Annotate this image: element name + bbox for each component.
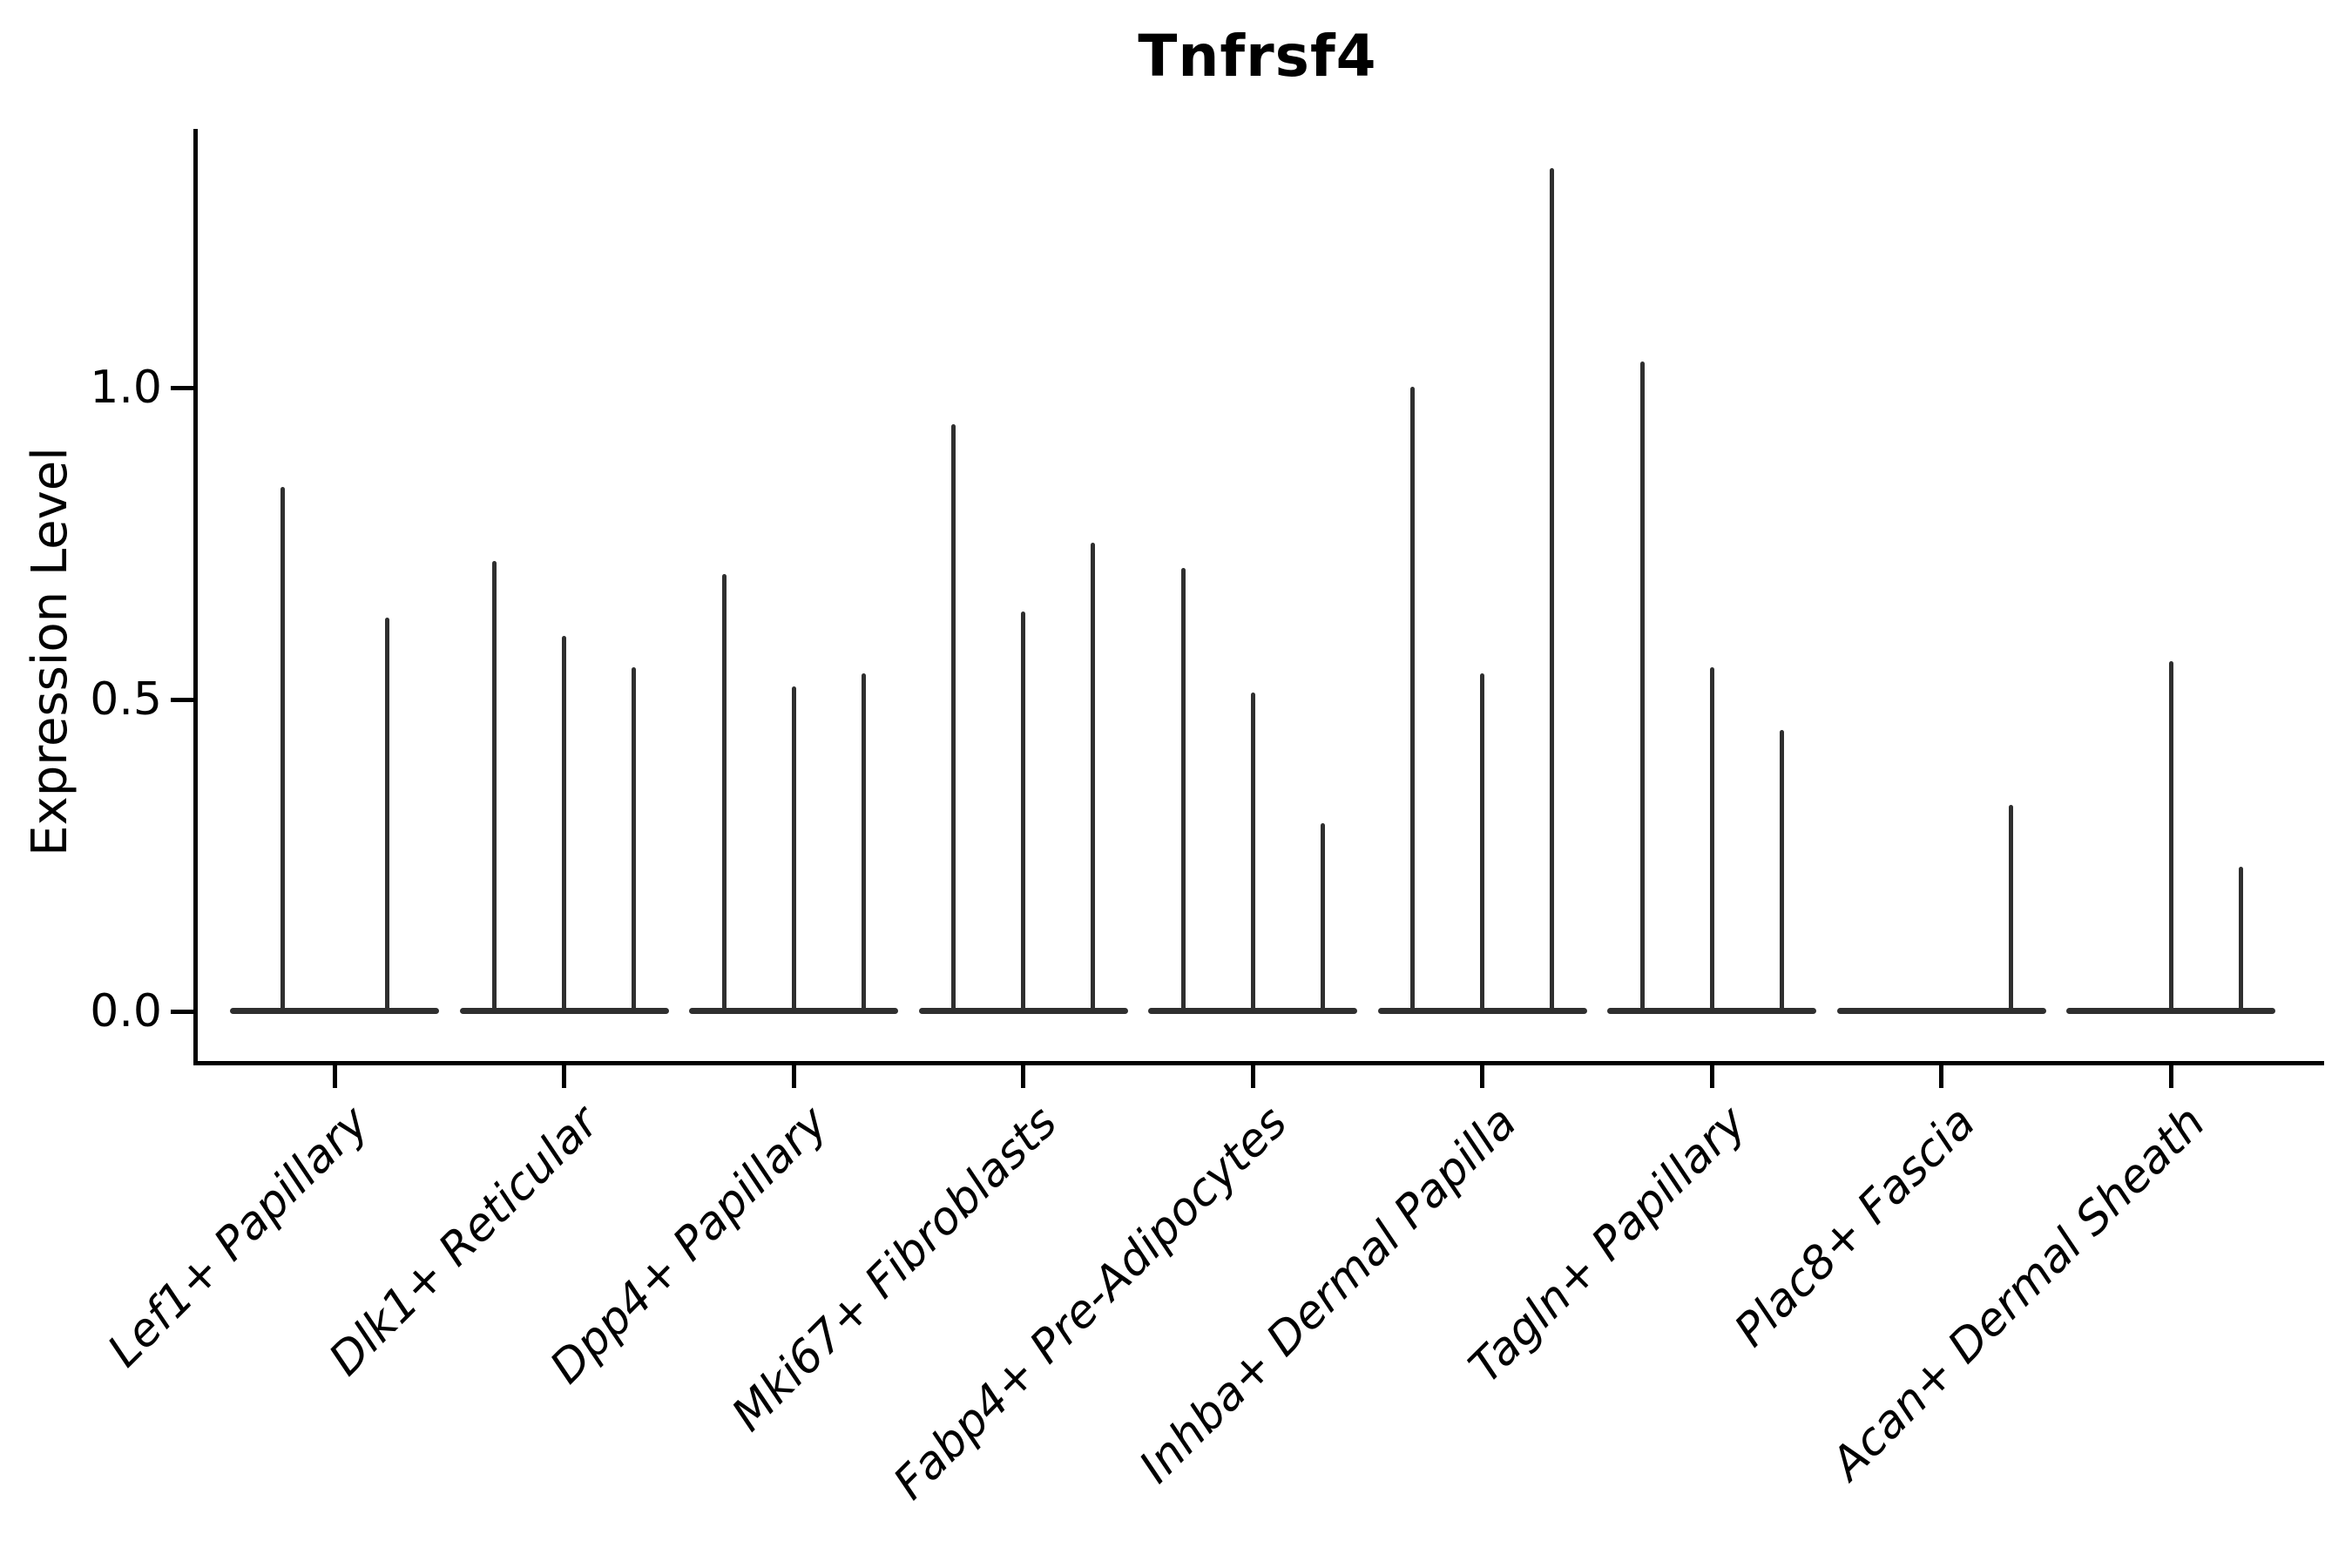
x-tick-mark [1709,1065,1714,1088]
x-tick-mark [1021,1065,1025,1088]
x-tick-mark [2168,1065,2173,1088]
violin-spike [492,561,497,1013]
y-axis-spine [193,129,198,1065]
violin-spike [1480,673,1484,1013]
x-tick-mark [1250,1065,1255,1088]
y-tick-label: 0.0 [90,985,162,1037]
y-axis-label: Expression Level [22,447,78,856]
x-tick-mark [791,1065,796,1088]
x-tick-mark [1939,1065,1943,1088]
y-tick-label: 1.0 [90,362,162,414]
violin-spike [1091,543,1095,1013]
x-axis-spine [193,1061,2324,1065]
violin-spike [280,486,285,1013]
violin-spike [2238,867,2243,1013]
violin-spike [1320,823,1325,1013]
violin-spike [1021,611,1025,1013]
violin-spike [1180,567,1186,1013]
x-tick-mark [1480,1065,1484,1088]
violin-spike [1250,692,1255,1013]
violin-spike [951,423,956,1013]
violin-spike [791,686,796,1013]
x-tick-label: Fabp4+ Pre-Adipocytes [883,1096,1298,1511]
violin-spike [1550,168,1554,1013]
x-tick-label: Acan+ Dermal Sheath [1821,1096,2216,1490]
violin-spike [1410,387,1415,1013]
violin-spike [861,673,866,1013]
y-tick-label: 0.5 [90,673,162,726]
violin-spike [384,617,389,1013]
violin-spike [721,573,727,1013]
x-tick-label: Inhba+ Dermal Papilla [1129,1096,1527,1494]
violin-spike [2009,804,2013,1013]
y-tick-mark [171,1009,193,1014]
chart-title: Tnfrsf4 [1138,23,1377,90]
violin-baseline [1836,1007,2046,1014]
violin-spike [632,667,636,1013]
x-tick-mark [562,1065,566,1088]
y-tick-mark [171,697,193,702]
violin-baseline [230,1007,439,1014]
violin-spike [1779,729,1784,1013]
violin-spike [1709,667,1714,1013]
violin-spike [562,636,566,1013]
violin-spike [1639,362,1645,1013]
y-tick-mark [171,385,193,390]
violin-spike [2168,661,2173,1013]
x-tick-label: Plac8+ Fascia [1725,1096,1986,1357]
x-tick-mark [332,1065,337,1088]
